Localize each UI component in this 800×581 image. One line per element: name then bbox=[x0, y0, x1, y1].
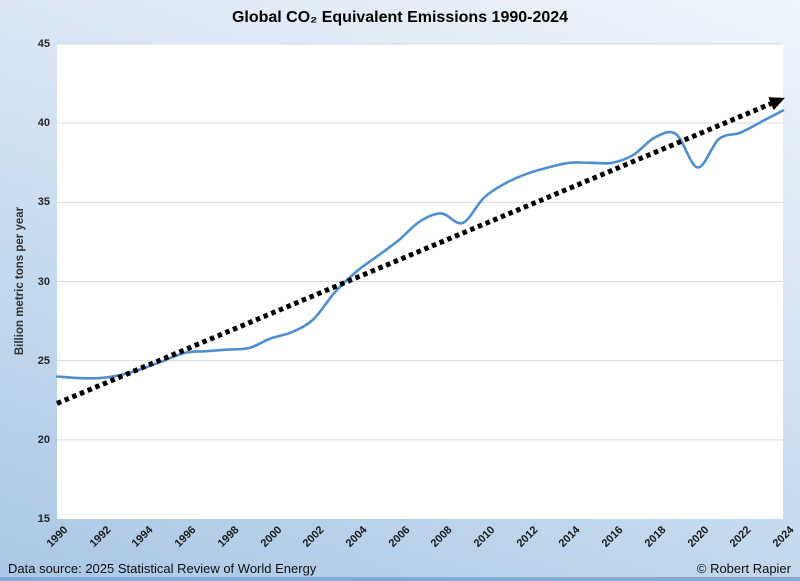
trend-line bbox=[56, 96, 785, 406]
y-tick-label: 40 bbox=[37, 117, 50, 130]
y-tick-label: 45 bbox=[37, 38, 50, 50]
y-tick-label: 20 bbox=[37, 433, 50, 446]
y-tick-label: 15 bbox=[37, 513, 50, 525]
copyright-note: © Robert Rapier bbox=[696, 561, 791, 576]
source-note: Data source: 2025 Statistical Review of … bbox=[8, 561, 317, 576]
y-tick-label: 35 bbox=[37, 196, 50, 209]
y-tick-label: 30 bbox=[37, 275, 50, 288]
emissions-line bbox=[55, 109, 785, 380]
bottom-accent-bar bbox=[0, 577, 800, 581]
chart-title: Global CO₂ Equivalent Emissions 1990-202… bbox=[231, 9, 569, 26]
y-tick-label: 25 bbox=[37, 354, 50, 367]
